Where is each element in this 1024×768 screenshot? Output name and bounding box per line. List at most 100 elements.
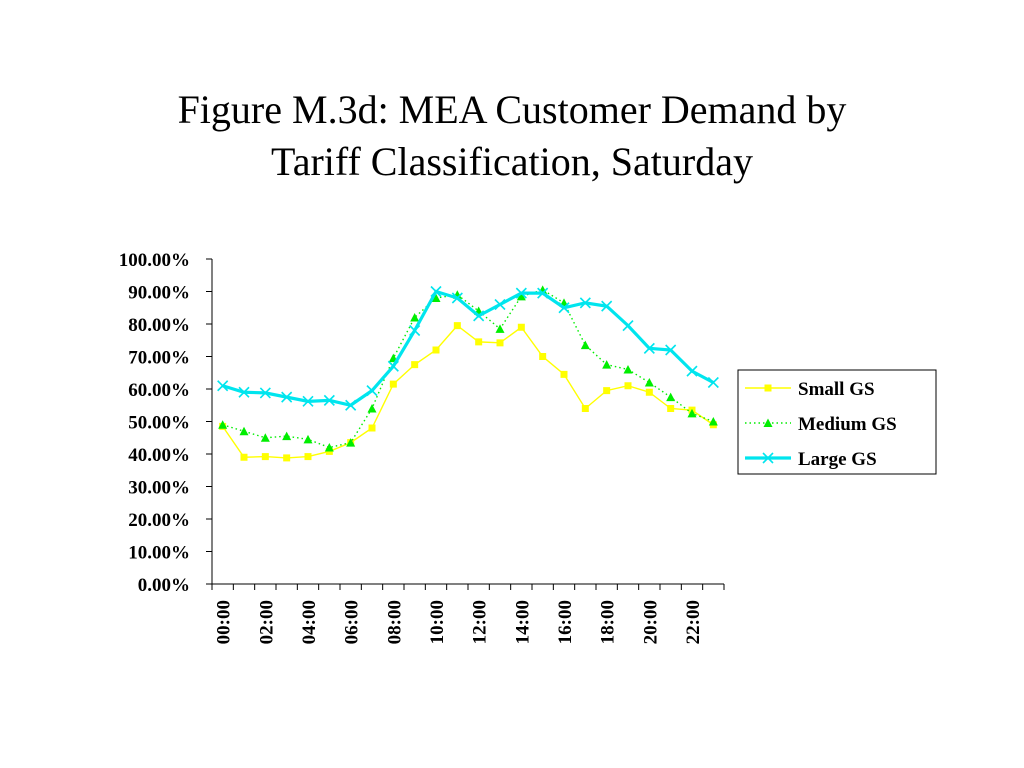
x-marker-stroke — [409, 324, 421, 337]
data-point-small-gs — [624, 382, 632, 390]
data-point-medium-gs — [708, 417, 718, 426]
y-tick-label: 0.00% — [138, 575, 190, 596]
x-tick-label: 02:00 — [256, 600, 277, 644]
x-marker-stroke — [451, 292, 463, 304]
x-marker-stroke — [515, 287, 527, 299]
data-point-small-gs — [517, 323, 525, 331]
x-marker-stroke — [238, 386, 250, 398]
data-point-medium-gs — [239, 426, 249, 436]
legend-label: Small GS — [798, 379, 875, 400]
data-point-medium-gs — [516, 291, 526, 301]
y-tick-label: 50.00% — [128, 413, 190, 434]
data-point-small-gs — [304, 453, 312, 461]
data-point-small-gs — [496, 339, 504, 347]
legend-label: Medium GS — [798, 414, 897, 435]
x-marker-stroke — [430, 285, 442, 298]
data-point-large-gs — [473, 310, 485, 322]
data-point-medium-gs — [687, 408, 697, 418]
data-point-large-gs — [259, 387, 271, 399]
legend-swatch-marker — [763, 418, 773, 427]
legend-swatch-marker — [764, 384, 772, 392]
y-tick-label: 70.00% — [128, 348, 190, 369]
data-point-large-gs — [558, 302, 570, 314]
x-marker-stroke — [366, 385, 378, 397]
data-point-large-gs — [601, 300, 613, 312]
x-marker-stroke — [302, 395, 314, 407]
legend: Small GS Medium GS Large GS — [737, 369, 937, 475]
data-point-small-gs — [560, 370, 568, 378]
data-point-medium-gs — [346, 438, 356, 447]
data-point-large-gs — [579, 297, 591, 309]
series-line-medium-gs — [222, 289, 714, 449]
x-marker-stroke — [217, 380, 229, 392]
series-line-large-gs — [222, 289, 715, 407]
x-marker-stroke — [762, 452, 774, 464]
data-point-small-gs — [389, 380, 397, 388]
x-tick-label: 22:00 — [683, 600, 704, 644]
data-point-small-gs — [283, 454, 291, 462]
data-point-large-gs — [707, 376, 719, 389]
data-point-medium-gs — [495, 324, 505, 333]
data-point-small-gs — [581, 405, 589, 412]
data-point-large-gs — [451, 292, 463, 304]
x-marker-stroke — [281, 391, 293, 403]
y-tick-label: 90.00% — [128, 283, 190, 304]
x-marker-stroke — [601, 300, 613, 312]
legend-item-large-gs: Large GS — [745, 449, 877, 470]
legend-swatch-marker — [762, 452, 774, 464]
x-marker-stroke — [387, 360, 399, 372]
data-point-medium-gs — [644, 378, 654, 387]
series-medium-gs — [218, 285, 718, 452]
x-tick-label: 10:00 — [427, 600, 448, 644]
y-tick-label: 60.00% — [128, 380, 190, 401]
data-point-large-gs — [515, 287, 527, 299]
data-point-medium-gs — [218, 420, 228, 429]
data-point-small-gs — [475, 338, 483, 346]
data-point-large-gs — [345, 399, 357, 411]
x-marker-stroke — [665, 344, 677, 356]
data-point-large-gs — [387, 360, 399, 372]
data-point-large-gs — [686, 365, 698, 377]
x-marker-stroke — [473, 310, 485, 322]
data-point-small-gs — [411, 361, 419, 369]
x-tick-label: 16:00 — [555, 600, 576, 644]
axes: 100.00% 90.00% 80.00% 70.00% 60.00% 50.00% 40.… — [119, 250, 725, 644]
data-point-medium-gs — [303, 434, 313, 444]
x-tick-label: 14:00 — [512, 600, 533, 644]
data-point-large-gs — [238, 386, 250, 398]
data-point-large-gs — [409, 324, 421, 337]
legend-item-small-gs: Small GS — [745, 379, 875, 400]
data-point-large-gs — [622, 320, 634, 332]
data-point-small-gs — [603, 387, 611, 395]
data-point-large-gs — [537, 287, 549, 299]
data-point-small-gs — [453, 322, 461, 330]
x-marker-stroke — [494, 298, 506, 311]
data-point-medium-gs — [623, 365, 633, 374]
data-point-large-gs — [217, 380, 229, 392]
x-marker-stroke — [643, 342, 655, 354]
data-point-large-gs — [494, 298, 506, 311]
x-marker-stroke — [622, 320, 634, 332]
y-tick-label: 80.00% — [128, 315, 190, 336]
data-point-small-gs — [432, 346, 440, 354]
y-tick-label: 30.00% — [128, 478, 190, 499]
chart-title-line-2: Tariff Classification, Saturday — [271, 139, 753, 184]
data-point-large-gs — [323, 394, 335, 406]
data-point-large-gs — [430, 285, 442, 298]
data-point-large-gs — [366, 385, 378, 397]
data-point-medium-gs — [410, 313, 420, 322]
x-marker-stroke — [579, 297, 591, 309]
data-point-large-gs — [665, 344, 677, 356]
y-tick-label: 20.00% — [128, 510, 190, 531]
legend-label: Large GS — [798, 449, 877, 470]
x-tick-label: 08:00 — [384, 600, 405, 644]
legend-item-medium-gs: Medium GS — [745, 414, 897, 435]
series-line-small-gs — [222, 324, 714, 459]
data-point-medium-gs — [260, 433, 270, 442]
data-point-medium-gs — [580, 340, 590, 350]
x-marker-stroke — [323, 394, 335, 406]
y-tick-label: 40.00% — [128, 445, 190, 466]
x-tick-label: 18:00 — [598, 600, 619, 644]
x-tick-label: 04:00 — [299, 600, 320, 644]
